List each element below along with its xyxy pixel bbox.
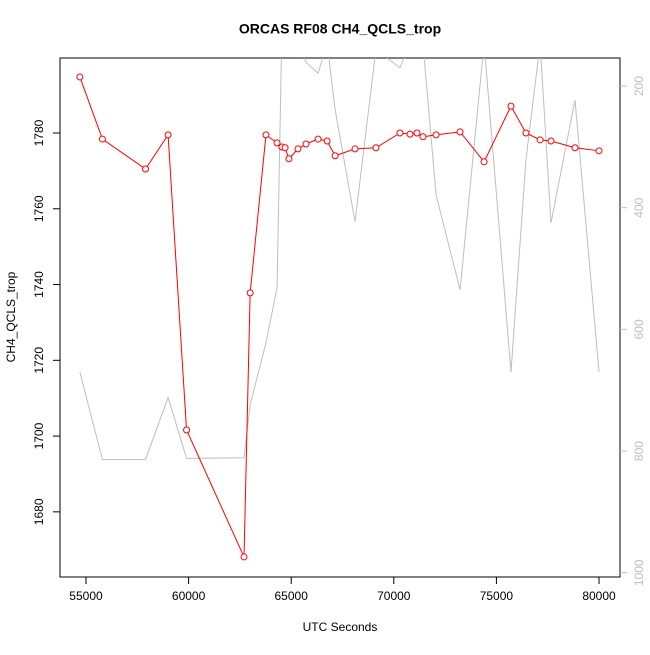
data-point [522, 129, 530, 137]
y-tick-label: 1720 [32, 347, 46, 374]
y2-tick-label: 200 [632, 76, 646, 96]
y2-tick-label: 800 [632, 441, 646, 461]
data-point [262, 131, 270, 139]
x-tick-label: 75000 [480, 589, 514, 603]
data-point [480, 158, 488, 166]
y-tick-label: 1740 [32, 271, 46, 298]
y2-tick-label: 400 [632, 197, 646, 217]
data-line [79, 58, 600, 461]
data-point [183, 426, 191, 434]
y-tick-label: 1680 [32, 498, 46, 525]
data-point [547, 137, 555, 145]
data-point [240, 553, 248, 561]
plot-frame [59, 57, 621, 578]
data-point [302, 140, 310, 148]
data-point [331, 152, 339, 160]
y-tick-label: 1780 [32, 119, 46, 146]
data-point [314, 135, 322, 143]
data-point [323, 137, 331, 145]
data-point [432, 131, 440, 139]
data-point [413, 129, 421, 137]
y-tick-label: 1700 [32, 422, 46, 449]
data-point [396, 129, 404, 137]
data-point [142, 165, 150, 173]
data-point [281, 144, 289, 152]
y-axis-title: CH4_QCLS_trop [4, 271, 18, 362]
x-tick-label: 70000 [377, 589, 411, 603]
data-point [406, 130, 414, 138]
data-point [294, 145, 302, 153]
y-tick-label: 1760 [32, 195, 46, 222]
data-point [456, 128, 464, 136]
y2-tick-label: 1000 [632, 559, 646, 586]
data-point [507, 102, 515, 110]
data-point [273, 139, 281, 147]
x-tick-label: 60000 [172, 589, 206, 603]
data-point [285, 155, 293, 163]
data-point [76, 73, 84, 81]
data-point [246, 289, 254, 297]
data-line [79, 76, 600, 558]
x-tick-label: 65000 [275, 589, 309, 603]
x-tick-label: 80000 [582, 589, 616, 603]
y2-tick-label: 600 [632, 319, 646, 339]
data-point [98, 135, 106, 143]
data-point [571, 144, 579, 152]
x-tick-label: 55000 [69, 589, 103, 603]
chart-title: ORCAS RF08 CH4_QCLS_trop [239, 21, 441, 37]
data-point [351, 145, 359, 153]
data-point [536, 136, 544, 144]
data-point [419, 133, 427, 141]
data-point [164, 131, 172, 139]
data-point [372, 144, 380, 152]
data-point [595, 147, 603, 155]
x-axis-title: UTC Seconds [303, 620, 378, 634]
